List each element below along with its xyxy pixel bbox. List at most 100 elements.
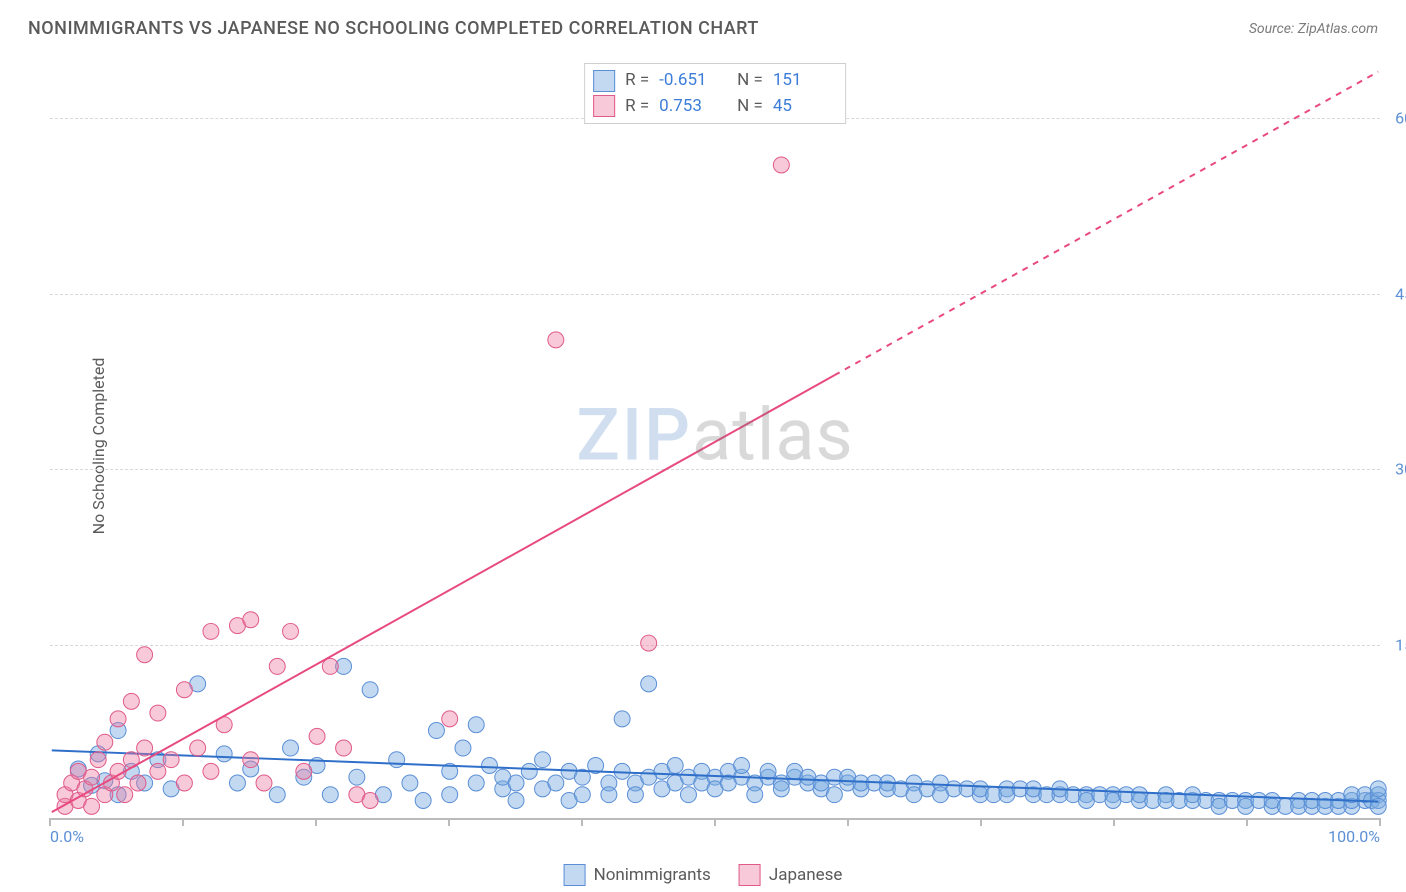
chart-header: NONIMMIGRANTS VS JAPANESE NO SCHOOLING C… xyxy=(28,18,1378,39)
data-point xyxy=(442,711,458,727)
data-point xyxy=(614,711,630,727)
data-point xyxy=(90,752,106,768)
n-label: N = xyxy=(737,68,763,94)
data-point xyxy=(283,740,299,756)
n-value: 45 xyxy=(773,94,833,120)
x-tick xyxy=(581,818,583,826)
data-point xyxy=(163,752,179,768)
legend-swatch xyxy=(739,864,761,886)
legend-label: Japanese xyxy=(769,865,843,885)
legend-item: Nonimmigrants xyxy=(564,864,711,886)
x-tick xyxy=(448,818,450,826)
n-label: N = xyxy=(737,94,763,120)
data-point xyxy=(574,787,590,803)
r-label: R = xyxy=(625,94,649,120)
y-tick-label: 15.0% xyxy=(1395,635,1406,654)
data-point xyxy=(283,623,299,639)
data-point xyxy=(130,775,146,791)
data-point xyxy=(123,693,139,709)
data-point xyxy=(137,740,153,756)
data-point xyxy=(362,682,378,698)
r-value: 0.753 xyxy=(659,94,719,120)
x-tick xyxy=(49,818,51,826)
data-point xyxy=(535,752,551,768)
data-point xyxy=(309,728,325,744)
data-point xyxy=(1370,781,1386,797)
data-point xyxy=(203,763,219,779)
data-point xyxy=(415,793,431,809)
data-point xyxy=(322,787,338,803)
r-label: R = xyxy=(625,68,649,94)
data-point xyxy=(176,775,192,791)
y-tick-label: 45.0% xyxy=(1395,284,1406,303)
plot-area: 15.0%30.0%45.0%60.0% ZIPatlas R =-0.651N… xyxy=(50,60,1380,820)
x-axis-min-label: 0.0% xyxy=(50,827,84,846)
trend-line-extrapolated xyxy=(834,72,1378,376)
data-point xyxy=(773,157,789,173)
data-point xyxy=(190,740,206,756)
data-point xyxy=(402,775,418,791)
data-point xyxy=(442,787,458,803)
data-point xyxy=(548,332,564,348)
data-point xyxy=(216,746,232,762)
data-point xyxy=(84,769,100,785)
data-point xyxy=(97,734,113,750)
data-point xyxy=(548,775,564,791)
y-tick-label: 60.0% xyxy=(1395,109,1406,128)
scatter-plot-svg xyxy=(50,60,1380,818)
data-point xyxy=(176,682,192,698)
data-point xyxy=(362,793,378,809)
data-point xyxy=(601,787,617,803)
chart-title: NONIMMIGRANTS VS JAPANESE NO SCHOOLING C… xyxy=(28,18,759,39)
data-point xyxy=(269,658,285,674)
r-value: -0.651 xyxy=(659,68,719,94)
correlation-legend: R =-0.651N =151R =0.753N =45 xyxy=(584,63,846,124)
data-point xyxy=(349,769,365,785)
x-tick xyxy=(1246,818,1248,826)
y-tick-label: 30.0% xyxy=(1395,460,1406,479)
data-point xyxy=(110,711,126,727)
legend-label: Nonimmigrants xyxy=(594,865,711,885)
x-axis-max-label: 100.0% xyxy=(1328,827,1380,846)
data-point xyxy=(482,758,498,774)
data-point xyxy=(243,612,259,628)
legend-swatch xyxy=(564,864,586,886)
data-point xyxy=(269,787,285,803)
correlation-row: R =-0.651N =151 xyxy=(593,68,833,94)
data-point xyxy=(667,758,683,774)
data-point xyxy=(256,775,272,791)
x-tick xyxy=(182,818,184,826)
data-point xyxy=(680,787,696,803)
data-point xyxy=(627,787,643,803)
data-point xyxy=(641,676,657,692)
legend-swatch xyxy=(593,70,615,92)
data-point xyxy=(229,775,245,791)
data-point xyxy=(521,763,537,779)
x-tick xyxy=(1379,818,1381,826)
series-legend: Nonimmigrants Japanese xyxy=(564,864,843,886)
data-point xyxy=(508,793,524,809)
data-point xyxy=(747,787,763,803)
data-point xyxy=(336,740,352,756)
data-point xyxy=(243,752,259,768)
data-point xyxy=(826,787,842,803)
correlation-row: R = 0.753 N = 45 xyxy=(593,94,833,120)
x-tick xyxy=(714,818,716,826)
data-point xyxy=(117,787,133,803)
legend-swatch xyxy=(593,95,615,117)
x-tick xyxy=(315,818,317,826)
data-point xyxy=(203,623,219,639)
data-point xyxy=(641,635,657,651)
x-tick xyxy=(847,818,849,826)
legend-item: Japanese xyxy=(739,864,843,886)
data-point xyxy=(773,781,789,797)
data-point xyxy=(150,705,166,721)
data-point xyxy=(428,723,444,739)
data-point xyxy=(84,798,100,814)
data-point xyxy=(468,717,484,733)
data-point xyxy=(734,758,750,774)
data-point xyxy=(137,647,153,663)
x-tick xyxy=(1113,818,1115,826)
data-point xyxy=(455,740,471,756)
trend-line xyxy=(52,375,835,812)
